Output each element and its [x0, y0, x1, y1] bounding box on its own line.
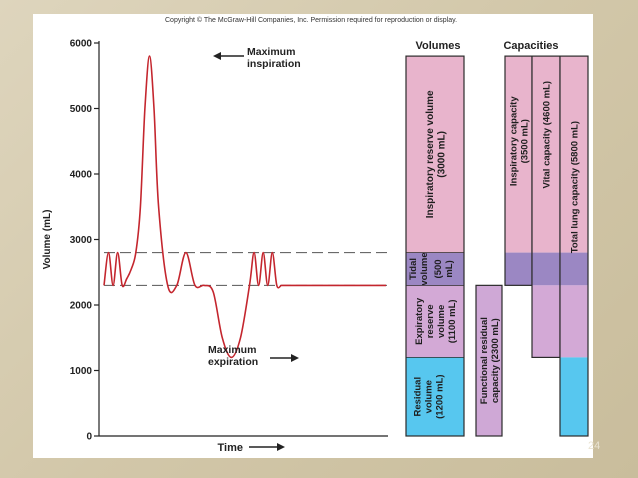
volume-label-tidal-value-line: mL) — [444, 260, 455, 277]
capacity-bar-ic-tidal — [505, 252, 532, 286]
y-tick-label: 1000 — [70, 366, 93, 377]
annotation-arrowhead — [213, 52, 221, 60]
x-axis-arrowhead — [277, 443, 285, 451]
volume-label-rv-line: Residual — [412, 377, 423, 417]
annotation-line: inspiration — [247, 58, 301, 70]
capacity-label-vc-line: Vital capacity (4600 mL) — [541, 81, 552, 189]
volume-label-rv-line: volume — [423, 380, 434, 413]
capacity-label-vc: Vital capacity (4600 mL) — [541, 81, 552, 189]
volume-label-irv: Inspiratory reserve volume (3000 mL) — [425, 90, 448, 218]
capacity-bar-ic-irv — [505, 56, 532, 253]
y-tick-label: 5000 — [70, 104, 93, 115]
volumes-column-border — [405, 55, 465, 437]
capacity-label-frc-line: capacity (2300 mL) — [490, 318, 501, 403]
capacity-bar-frc — [475, 284, 503, 437]
volume-label-tidal: Tidal volume — [408, 252, 430, 285]
volume-label-erv-line: volume — [436, 305, 447, 338]
volume-label-tidal-line: volume — [419, 252, 430, 285]
page-number: 24 — [588, 440, 601, 452]
volume-segment-rv — [406, 357, 464, 436]
y-tick-label: 2000 — [70, 301, 93, 312]
volume-label-rv: Residual volume (1200 mL) — [412, 375, 445, 419]
capacity-label-tlc-line: Total lung capacity (5800 mL) — [569, 121, 580, 253]
capacity-bar-tlc-rv — [560, 357, 588, 436]
volume-label-rv-line: (1200 mL) — [434, 375, 445, 419]
annotation-arrowhead — [291, 354, 299, 362]
capacity-label-frc-line: Functional residual — [479, 317, 490, 404]
volume-label-erv: Expiratory reserve volume (1100 mL) — [414, 297, 458, 345]
volumes-title: Volumes — [415, 40, 460, 52]
figure-panel: Copyright © The McGraw-Hill Companies, I… — [33, 14, 593, 458]
y-tick-label: 3000 — [70, 235, 93, 246]
capacity-label-tlc: Total lung capacity (5800 mL) — [569, 121, 580, 253]
volume-label-tidal-value: (500 mL) — [433, 259, 455, 278]
capacity-label-ic: Inspiratory capacity (3500 mL) — [508, 96, 530, 186]
annotation-line: expiration — [208, 356, 258, 368]
volume-label-erv-line: Expiratory — [414, 297, 425, 345]
volume-label-irv-line: (3000 mL) — [436, 131, 447, 178]
capacity-label-ic-line: Inspiratory capacity — [508, 96, 519, 186]
volume-label-erv-line: (1100 mL) — [447, 299, 458, 343]
annotation-line: Maximum — [247, 46, 295, 58]
volume-segment-erv — [406, 285, 464, 358]
capacity-label-ic-line: (3500 mL) — [519, 119, 530, 163]
volume-segment-irv — [406, 56, 464, 253]
copyright-notice: Copyright © The McGraw-Hill Companies, I… — [165, 16, 457, 24]
capacity-bar-vc-irv — [532, 56, 560, 253]
capacity-bar-tlc — [559, 55, 589, 437]
volume-label-erv-line: reserve — [425, 304, 436, 338]
y-axis-label: Volume (mL) — [42, 210, 53, 270]
capacities-title: Capacities — [503, 40, 558, 52]
y-tick-label: 6000 — [70, 39, 93, 50]
volume-label-tidal-value-line: (500 — [433, 259, 444, 278]
x-axis-label: Time — [218, 442, 243, 454]
capacity-bar-vc-erv — [532, 285, 560, 358]
capacity-bar-vc-tidal — [532, 252, 560, 286]
volume-trace-line — [103, 55, 386, 359]
capacity-bar-tlc-irv — [560, 56, 588, 253]
volume-segment-tidal — [406, 252, 464, 286]
y-tick-label: 4000 — [70, 170, 93, 181]
annotation-max-inspiration: Maximum inspiration — [247, 46, 301, 70]
lung-volume-chart: Copyright © The McGraw-Hill Companies, I… — [42, 16, 589, 454]
volume-label-irv-line: Inspiratory reserve volume — [425, 90, 436, 218]
capacity-label-frc: Functional residual capacity (2300 mL) — [479, 317, 501, 404]
y-tick-label: 0 — [86, 432, 92, 443]
capacity-bar-tlc-tidal — [560, 252, 588, 286]
annotation-line: Maximum — [208, 344, 256, 356]
volume-label-tidal-line: Tidal — [408, 258, 419, 280]
annotation-max-expiration: Maximum expiration — [208, 344, 258, 368]
capacity-bar-tlc-erv — [560, 285, 588, 358]
